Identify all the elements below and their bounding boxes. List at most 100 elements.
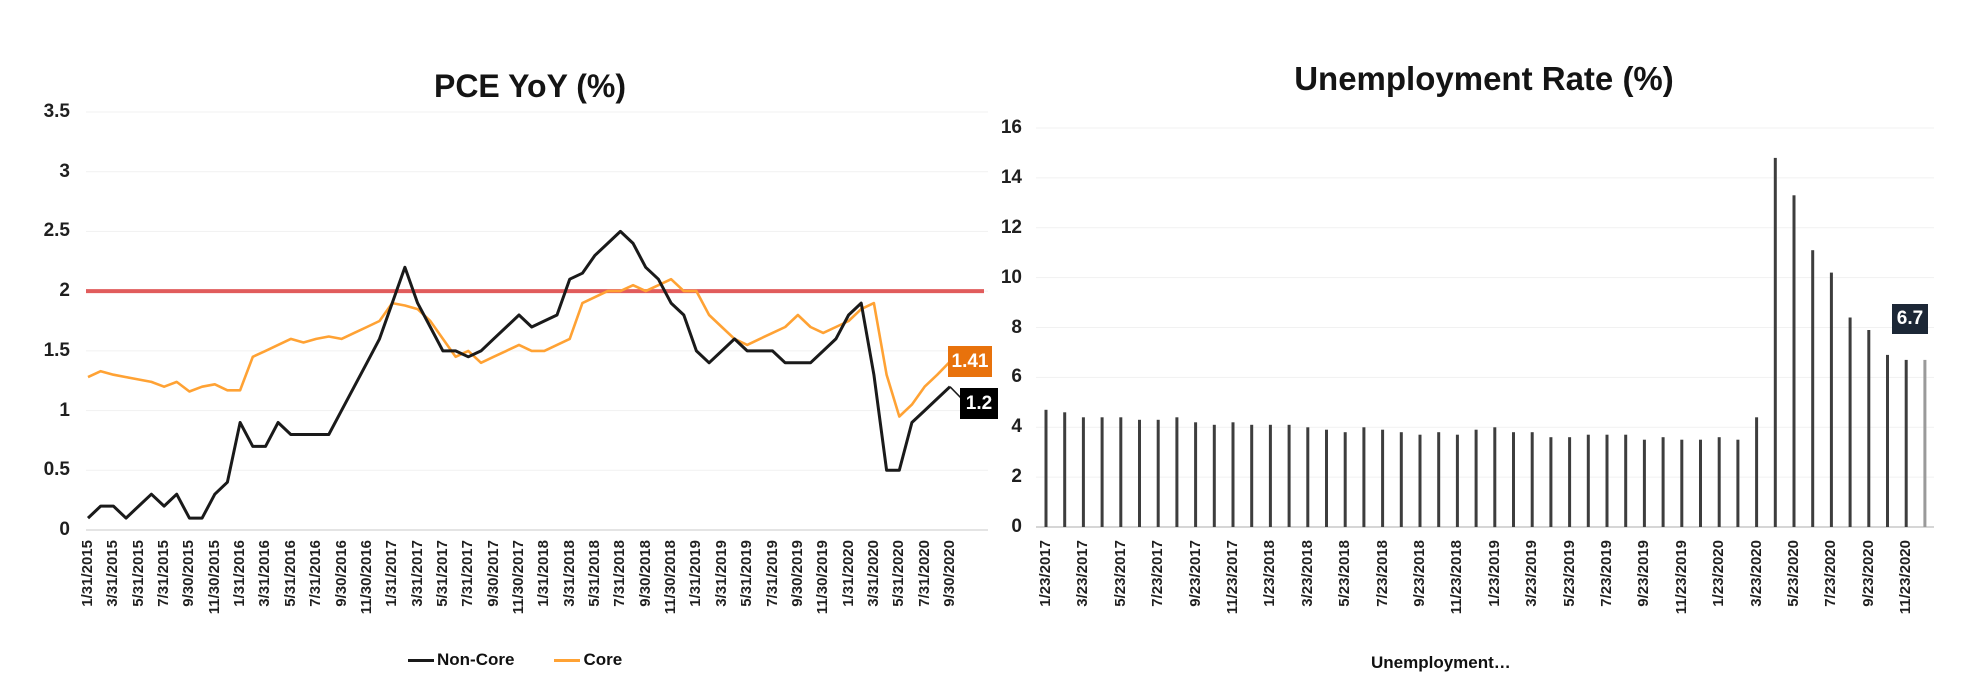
unemployment-end-value-callout: 6.7 <box>1892 304 1928 334</box>
unemployment-bar <box>1138 419 1141 527</box>
unemployment-bar <box>1493 427 1497 528</box>
non-core-line-swatch-icon <box>408 658 434 662</box>
unemployment-x-tick-label: 5/23/2018 <box>1336 540 1354 607</box>
unemployment-bar <box>1829 272 1833 527</box>
pce-x-tick-label: 1/31/2017 <box>383 540 401 607</box>
unemployment-x-tick-label: 1/23/2018 <box>1261 540 1279 607</box>
pce-y-tick-label: 3 <box>59 160 70 182</box>
unemployment-x-tick-label: 9/23/2019 <box>1635 540 1653 607</box>
unemployment-y-tick-label: 14 <box>1000 166 1022 188</box>
unemployment-bar <box>1717 437 1721 527</box>
unemployment-y-tick-label: 10 <box>1000 266 1022 288</box>
unemployment-bar <box>1081 417 1085 527</box>
unemployment-bar <box>1661 437 1665 527</box>
unemployment-bar <box>1194 422 1198 527</box>
non-core-callout-leader <box>949 386 963 400</box>
unemployment-x-tick-label: 7/23/2020 <box>1822 540 1840 607</box>
pce-y-tick-label: 0.5 <box>43 459 70 481</box>
pce-y-tick-label: 0 <box>59 519 70 540</box>
unemployment-bar <box>1512 432 1515 527</box>
unemployment-x-tick-label: 5/23/2020 <box>1785 540 1802 607</box>
legend-label-unemployment: Unemployment… <box>1371 653 1511 672</box>
pce-x-tick-label: 11/30/2016 <box>357 540 375 615</box>
unemployment-bar <box>1923 359 1927 527</box>
pce-x-tick-label: 3/31/2018 <box>560 540 578 607</box>
legend-label-core: Core <box>583 650 623 669</box>
pce-y-tick-label: 2 <box>59 280 70 302</box>
unemployment-bar <box>1399 432 1403 527</box>
pce-chart-title: PCE YoY (%) <box>433 68 627 104</box>
unemployment-x-tick-label: 3/23/2017 <box>1074 540 1092 607</box>
unemployment-y-tick-label: 0 <box>1011 516 1022 537</box>
legend-item-non-core: Non-Core <box>408 650 514 670</box>
unemployment-y-tick-label: 2 <box>1011 466 1022 488</box>
pce-y-tick-label: 3.5 <box>43 100 70 122</box>
unemployment-bar <box>1904 359 1908 527</box>
pce-x-tick-label: 3/31/2020 <box>864 540 882 607</box>
pce-x-tick-label: 9/30/2018 <box>636 540 654 607</box>
pce-y-tick-label: 2.5 <box>43 220 70 242</box>
unemployment-bar <box>1848 317 1852 527</box>
pce-x-tick-label: 11/30/2018 <box>662 540 680 615</box>
unemployment-bar <box>1437 432 1441 527</box>
unemployment-x-tick-label: 7/23/2017 <box>1149 540 1167 607</box>
unemployment-x-tick-label: 11/23/2020 <box>1897 540 1915 615</box>
unemployment-bar <box>1212 424 1216 527</box>
unemployment-bar <box>1268 424 1272 527</box>
pce-x-tick-label: 5/31/2017 <box>433 540 451 607</box>
unemployment-x-tick-label: 1/23/2017 <box>1037 540 1054 607</box>
unemployment-y-tick-label: 4 <box>1011 416 1022 438</box>
pce-x-tick-label: 9/30/2016 <box>332 540 350 607</box>
unemployment-y-tick-label: 12 <box>1000 216 1022 238</box>
pce-x-tick-label: 1/31/2018 <box>535 540 553 607</box>
unemployment-x-tick-label: 3/23/2018 <box>1298 540 1316 607</box>
unemployment-x-tick-label: 7/23/2019 <box>1598 540 1615 607</box>
pce-x-tick-label: 7/31/2019 <box>763 540 781 607</box>
unemployment-y-tick-label: 6 <box>1011 366 1022 388</box>
legend-item-unemployment: Unemployment… <box>1352 653 1511 673</box>
pce-x-tick-label: 3/31/2015 <box>104 540 122 607</box>
unemployment-chart-title: Unemployment Rate (%) <box>1294 60 1674 97</box>
unemployment-bar <box>1886 354 1889 527</box>
unemployment-x-tick-label: 3/23/2020 <box>1747 540 1765 607</box>
pce-y-tick-label: 1 <box>59 399 70 421</box>
unemployment-y-tick-label: 8 <box>1011 316 1022 338</box>
unemployment-bar <box>1119 417 1123 527</box>
pce-x-tick-label: 7/31/2018 <box>611 540 629 607</box>
unemployment-bar <box>1867 330 1871 527</box>
unemployment-x-tick-label: 5/23/2019 <box>1560 540 1578 607</box>
unemployment-bar <box>1586 434 1590 527</box>
unemployment-bar <box>1250 424 1254 527</box>
unemployment-bar <box>1362 427 1366 528</box>
pce-x-tick-label: 5/31/2015 <box>129 540 147 607</box>
unemployment-bar <box>1381 429 1385 527</box>
unemployment-x-tick-label: 11/23/2017 <box>1224 540 1241 615</box>
unemployment-bar <box>1455 434 1459 527</box>
core-end-value-callout: 1.41 <box>948 346 992 377</box>
unemployment-bar <box>1231 422 1235 527</box>
non-core-end-value-callout: 1.2 <box>960 388 998 419</box>
unemployment-bar <box>1343 432 1347 527</box>
unemployment-bar <box>1044 409 1048 527</box>
unemployment-bar <box>1063 412 1067 527</box>
unemployment-bar <box>1100 417 1104 527</box>
pce-x-tick-label: 9/30/2015 <box>180 540 198 607</box>
pce-x-tick-label: 11/30/2019 <box>814 540 832 615</box>
unemployment-bar <box>1175 417 1179 527</box>
unemployment-x-tick-label: 5/23/2017 <box>1111 540 1129 607</box>
pce-legend: Non-Core Core <box>408 650 622 670</box>
unemployment-bar <box>1549 437 1553 527</box>
unemployment-bar <box>1156 419 1160 527</box>
unemployment-legend: Unemployment… <box>1352 653 1511 673</box>
unemployment-square-swatch-icon <box>1352 657 1364 669</box>
pce-x-tick-label: 11/30/2017 <box>509 540 527 615</box>
pce-x-tick-label: 5/31/2018 <box>586 540 604 607</box>
unemployment-bar <box>1736 439 1740 527</box>
unemployment-y-tick-label: 16 <box>1000 117 1022 138</box>
pce-x-tick-label: 7/31/2020 <box>915 540 933 607</box>
pce-x-tick-label: 9/30/2020 <box>940 540 958 607</box>
unemployment-x-tick-label: 1/23/2019 <box>1485 540 1503 607</box>
non-core-line-series <box>86 229 952 520</box>
